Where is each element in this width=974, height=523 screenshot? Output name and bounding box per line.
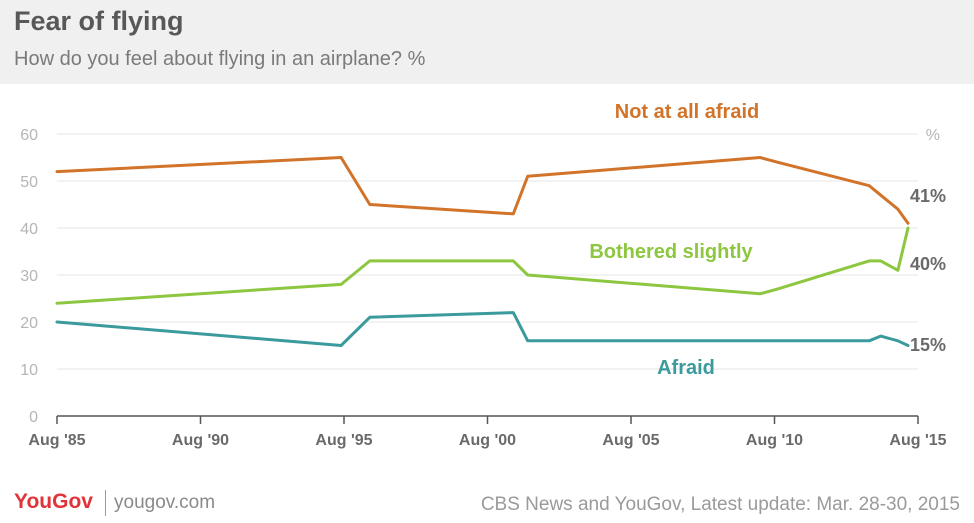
footer-divider bbox=[105, 490, 106, 516]
y-unit-label: % bbox=[926, 127, 940, 144]
end-value-label: 15% bbox=[910, 335, 946, 355]
x-tick-label: Aug '05 bbox=[602, 432, 659, 449]
series-label: Bothered slightly bbox=[589, 241, 753, 263]
y-tick-label: 20 bbox=[20, 315, 38, 332]
y-tick-label: 40 bbox=[20, 221, 38, 238]
series-label: Not at all afraid bbox=[615, 101, 759, 123]
x-tick-label: Aug '15 bbox=[889, 432, 946, 449]
chart-subtitle: How do you feel about flying in an airpl… bbox=[14, 48, 426, 70]
yougov-logo: YouGov bbox=[14, 490, 93, 513]
chart-title: Fear of flying bbox=[14, 6, 184, 36]
x-tick-label: Aug '85 bbox=[28, 432, 85, 449]
series-line bbox=[55, 226, 910, 305]
x-tick-label: Aug '95 bbox=[315, 432, 372, 449]
y-tick-label: 10 bbox=[20, 362, 38, 379]
x-tick-label: Aug '10 bbox=[746, 432, 803, 449]
series-line bbox=[55, 311, 910, 347]
y-tick-label: 50 bbox=[20, 174, 38, 191]
y-tick-label: 30 bbox=[20, 268, 38, 285]
end-value-label: 41% bbox=[910, 186, 946, 206]
series-label: Afraid bbox=[657, 357, 715, 379]
footer-site-link[interactable]: yougov.com bbox=[114, 492, 216, 513]
end-value-label: 40% bbox=[910, 254, 946, 274]
x-tick-label: Aug '90 bbox=[172, 432, 229, 449]
y-tick-label: 0 bbox=[29, 409, 38, 426]
series-line bbox=[55, 156, 910, 225]
chart-header: Fear of flying How do you feel about fly… bbox=[0, 0, 974, 84]
y-tick-label: 60 bbox=[20, 127, 38, 144]
x-tick-label: Aug '00 bbox=[459, 432, 516, 449]
footer-source: CBS News and YouGov, Latest update: Mar.… bbox=[480, 494, 960, 515]
line-chart: 0 10 20 30 40 50 60 % Aug '85 Aug '90 Aug '95 Aug '… bbox=[20, 101, 946, 449]
